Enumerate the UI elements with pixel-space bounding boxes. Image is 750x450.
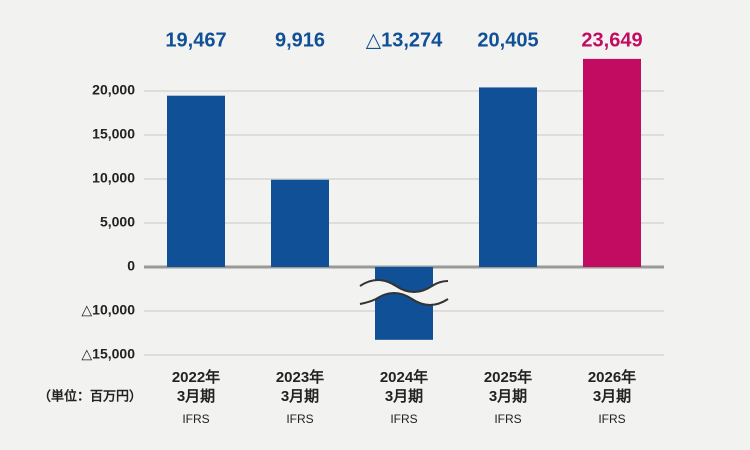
value-label: 23,649 xyxy=(581,29,642,51)
x-tick-label: 2023年 xyxy=(276,368,324,386)
standard-label: IFRS xyxy=(286,412,313,426)
standard-label: IFRS xyxy=(390,412,417,426)
bars xyxy=(167,58,641,340)
break-line xyxy=(359,292,449,306)
period-label: 3月期 xyxy=(489,387,527,405)
value-label: 19,467 xyxy=(165,29,226,51)
period-label: 3月期 xyxy=(385,387,423,405)
value-label: △13,274 xyxy=(366,29,443,51)
y-tick-label: △15,000 xyxy=(81,346,135,362)
x-tick-label: 2025年 xyxy=(484,368,532,386)
bar xyxy=(479,87,537,267)
break-line xyxy=(359,279,449,293)
period-label: 3月期 xyxy=(593,387,631,405)
labels: 20,000 15,000 10,000 5,000 0 △10,000 △15,000 19… xyxy=(81,29,642,426)
break-gap xyxy=(360,280,448,305)
bar xyxy=(167,95,225,267)
y-tick-label: 20,000 xyxy=(92,82,135,98)
standard-label: IFRS xyxy=(494,412,521,426)
y-tick-label: 15,000 xyxy=(92,126,135,142)
x-tick-label: 2026年 xyxy=(588,368,636,386)
axis-break xyxy=(359,279,449,306)
y-tick-label: 10,000 xyxy=(92,170,135,186)
y-tick-label: △10,000 xyxy=(81,302,135,318)
x-tick-label: 2022年 xyxy=(172,368,220,386)
unit-label: （単位：百万円） xyxy=(38,388,142,403)
period-label: 3月期 xyxy=(177,387,215,405)
value-label: 20,405 xyxy=(477,29,538,51)
bar xyxy=(271,179,329,267)
bar xyxy=(583,58,641,268)
y-tick-label: 0 xyxy=(127,258,135,274)
standard-label: IFRS xyxy=(598,412,625,426)
y-tick-label: 5,000 xyxy=(100,214,135,230)
period-label: 3月期 xyxy=(281,387,319,405)
x-tick-label: 2024年 xyxy=(380,368,428,386)
value-label: 9,916 xyxy=(275,29,325,51)
standard-label: IFRS xyxy=(182,412,209,426)
